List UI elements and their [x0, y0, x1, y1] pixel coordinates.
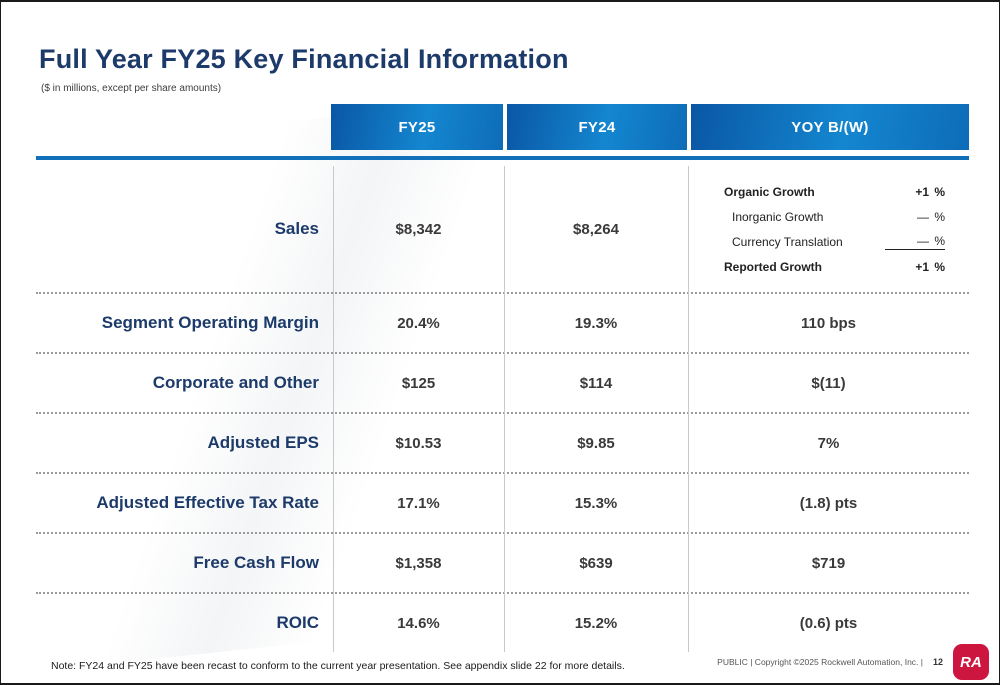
copyright-text: PUBLIC | Copyright ©2025 Rockwell Automa…	[717, 657, 923, 667]
row-divider	[36, 412, 969, 414]
fy24-value: 15.2%	[574, 614, 618, 632]
column-divider	[333, 166, 334, 652]
fy24-value: 19.3%	[574, 314, 618, 332]
breakdown-row-organic: Organic Growth +1 %	[724, 179, 945, 204]
row-label: Segment Operating Margin	[101, 313, 319, 332]
row-label: Adjusted Effective Tax Rate	[96, 493, 319, 512]
yoy-value: $719	[811, 554, 846, 572]
fy24-value: 15.3%	[574, 494, 618, 512]
breakdown-value: +1 %	[885, 260, 945, 274]
yoy-breakdown-cell: Organic Growth +1 % Inorganic Growth — %	[688, 179, 969, 279]
breakdown-label: Reported Growth	[724, 259, 822, 274]
breakdown-unit: %	[934, 209, 945, 224]
subtitle: ($ in millions, except per share amounts…	[41, 83, 222, 94]
page-number: 12	[932, 657, 943, 667]
table-row-sales: Sales $8,342 $8,264 Organic Growth +1 % …	[36, 166, 969, 292]
fy25-value: $10.53	[395, 434, 442, 452]
fy24-value: $639	[579, 554, 613, 572]
table-body: Sales $8,342 $8,264 Organic Growth +1 % …	[36, 166, 969, 652]
yoy-value: (1.8) pts	[799, 494, 858, 512]
growth-breakdown: Organic Growth +1 % Inorganic Growth — %	[688, 179, 969, 279]
table-row: Segment Operating Margin 20.4% 19.3% 110…	[36, 294, 969, 352]
yoy-value: 110 bps	[800, 314, 857, 332]
breakdown-value: — %	[885, 234, 945, 250]
breakdown-number: —	[917, 233, 929, 248]
yoy-value: (0.6) pts	[799, 614, 858, 632]
fy24-value: $9.85	[577, 434, 615, 452]
breakdown-row-reported: Reported Growth +1 %	[724, 254, 945, 279]
column-header-fy24: FY24	[507, 104, 687, 150]
column-header-yoy: YOY B/(W)	[691, 104, 969, 150]
table-row: Adjusted EPS $10.53 $9.85 7%	[36, 414, 969, 472]
fy25-value: 14.6%	[397, 614, 440, 632]
breakdown-label: Organic Growth	[724, 184, 815, 199]
table-row: Corporate and Other $125 $114 $(11)	[36, 354, 969, 412]
fy25-value: 20.4%	[397, 314, 440, 332]
rockwell-logo: RA	[953, 644, 989, 680]
breakdown-unit: %	[934, 184, 945, 199]
footnote: Note: FY24 and FY25 have been recast to …	[51, 660, 625, 672]
row-divider	[36, 592, 969, 594]
row-label: Sales	[274, 219, 319, 238]
breakdown-value: +1 %	[885, 185, 945, 199]
breakdown-number: +1	[915, 259, 929, 274]
row-divider	[36, 472, 969, 474]
row-divider	[36, 352, 969, 354]
breakdown-number: +1	[915, 184, 929, 199]
breakdown-unit: %	[934, 233, 945, 248]
row-label: Adjusted EPS	[207, 433, 319, 452]
table-header-row: FY25 FY24 YOY B/(W)	[36, 104, 969, 150]
column-divider	[688, 166, 689, 652]
yoy-value: 7%	[817, 434, 840, 452]
table-row: Adjusted Effective Tax Rate 17.1% 15.3% …	[36, 474, 969, 532]
fy24-value: $114	[579, 374, 613, 392]
column-divider	[504, 166, 505, 652]
header-rule	[36, 156, 969, 160]
row-divider	[36, 292, 969, 294]
row-divider	[36, 532, 969, 534]
fy25-value: 17.1%	[397, 494, 440, 512]
breakdown-unit: %	[934, 259, 945, 274]
row-label: Free Cash Flow	[193, 553, 319, 572]
row-label: Corporate and Other	[152, 373, 319, 392]
fy25-value: $8,342	[395, 220, 442, 238]
table-row: Free Cash Flow $1,358 $639 $719	[36, 534, 969, 592]
yoy-value: $(11)	[811, 374, 846, 392]
row-label: ROIC	[276, 613, 320, 632]
fy25-value: $1,358	[395, 554, 442, 572]
breakdown-row-currency: Currency Translation — %	[724, 229, 945, 254]
column-header-fy25: FY25	[331, 104, 503, 150]
table-row: ROIC 14.6% 15.2% (0.6) pts	[36, 594, 969, 652]
breakdown-value: — %	[885, 210, 945, 224]
fy25-value: $125	[401, 374, 436, 392]
breakdown-row-inorganic: Inorganic Growth — %	[724, 204, 945, 229]
breakdown-label: Currency Translation	[732, 234, 843, 249]
page-title: Full Year FY25 Key Financial Information	[39, 44, 569, 74]
breakdown-label: Inorganic Growth	[732, 209, 824, 224]
breakdown-number: —	[917, 209, 929, 224]
fy24-value: $8,264	[573, 220, 619, 238]
footer: PUBLIC | Copyright ©2025 Rockwell Automa…	[717, 644, 989, 680]
